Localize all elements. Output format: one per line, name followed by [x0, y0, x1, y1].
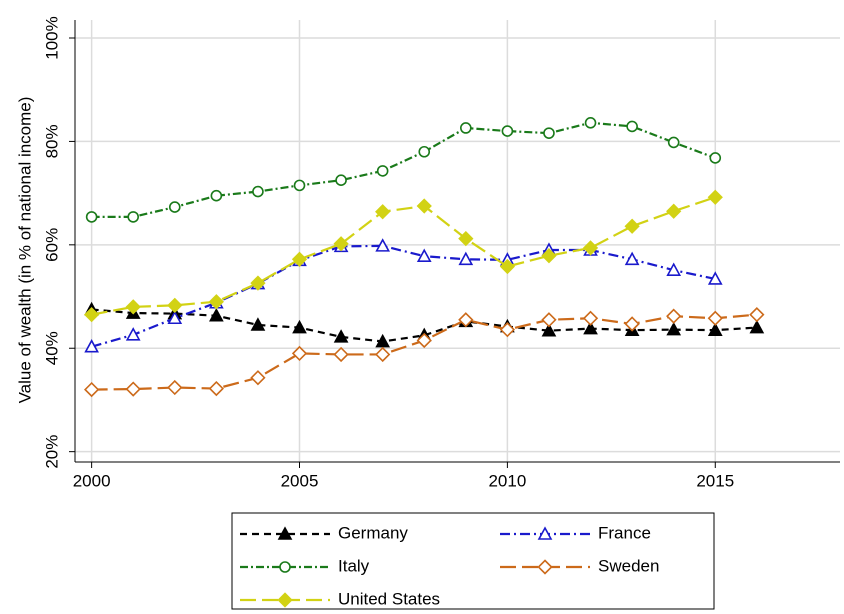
marker: [707, 322, 723, 336]
y-tick-label: 100%: [42, 16, 61, 59]
x-tick-label: 2000: [73, 471, 111, 490]
marker: [583, 320, 598, 335]
marker: [167, 379, 183, 396]
marker: [624, 316, 640, 332]
marker: [127, 211, 140, 223]
marker: [292, 319, 307, 334]
marker: [167, 297, 183, 313]
marker: [376, 165, 389, 177]
legend-box: [231, 512, 715, 610]
marker: [666, 262, 682, 276]
series-line: [91, 196, 716, 316]
marker: [749, 319, 765, 334]
marker: [460, 122, 472, 134]
marker: [501, 125, 514, 137]
marker: [666, 308, 682, 324]
y-tick-label: 80%: [42, 124, 61, 158]
marker: [85, 211, 98, 223]
marker: [666, 203, 682, 219]
legend-marker: [537, 559, 553, 575]
marker: [333, 346, 349, 363]
marker: [375, 333, 391, 348]
marker: [709, 152, 722, 164]
marker: [167, 310, 183, 325]
series-line: [91, 244, 716, 348]
marker: [582, 240, 599, 256]
marker: [83, 307, 100, 323]
y-tick-label: 20%: [42, 435, 61, 469]
marker: [252, 185, 264, 198]
marker: [499, 321, 516, 338]
series-line: [91, 313, 757, 391]
marker: [208, 294, 224, 310]
marker: [584, 117, 597, 129]
x-tick-label: 2005: [281, 471, 319, 490]
marker: [335, 174, 347, 186]
marker: [250, 317, 266, 331]
marker: [416, 332, 432, 349]
marker: [333, 236, 349, 252]
marker: [707, 271, 723, 285]
marker: [416, 198, 432, 214]
marker: [541, 312, 557, 328]
marker: [416, 248, 432, 263]
legend-marker: [277, 592, 293, 608]
marker: [168, 201, 181, 213]
marker: [541, 248, 557, 264]
marker: [125, 327, 141, 341]
legend-marker: [537, 526, 553, 540]
x-tick-label: 2015: [696, 471, 734, 490]
marker: [209, 307, 224, 322]
marker: [707, 189, 723, 205]
marker: [375, 204, 391, 220]
marker: [458, 251, 474, 266]
legend-label: France: [598, 523, 651, 542]
marker: [626, 120, 638, 133]
marker: [458, 312, 474, 328]
series-line: [91, 308, 757, 343]
marker: [666, 321, 682, 336]
marker: [707, 310, 723, 326]
legend-label: United States: [338, 589, 440, 608]
marker: [418, 145, 431, 158]
marker: [458, 230, 474, 247]
marker: [375, 238, 391, 252]
marker: [499, 258, 516, 275]
marker: [210, 189, 223, 202]
marker: [84, 339, 99, 353]
marker: [543, 127, 555, 139]
marker: [83, 381, 100, 398]
legend-marker: [279, 561, 291, 573]
marker: [291, 345, 308, 362]
marker: [250, 370, 266, 386]
legend-label: Italy: [338, 556, 370, 575]
series-line: [91, 121, 716, 219]
marker: [749, 307, 765, 323]
marker: [125, 299, 141, 315]
marker: [624, 218, 640, 234]
marker: [624, 251, 640, 266]
legend-label: Sweden: [598, 556, 659, 575]
legend-marker: [277, 526, 293, 540]
marker: [293, 179, 306, 192]
marker: [333, 329, 349, 343]
marker: [667, 136, 680, 149]
x-tick-label: 2010: [488, 471, 526, 490]
legend-label: Germany: [338, 523, 408, 542]
marker: [541, 322, 557, 337]
y-axis-label: Value of wealth (in % of national income…: [15, 97, 34, 404]
marker: [291, 251, 308, 267]
marker: [208, 380, 224, 397]
y-tick-label: 60%: [42, 228, 61, 262]
y-tick-label: 40%: [42, 331, 61, 365]
marker: [375, 346, 391, 363]
marker: [125, 381, 141, 397]
marker: [250, 275, 266, 291]
marker: [582, 310, 599, 326]
